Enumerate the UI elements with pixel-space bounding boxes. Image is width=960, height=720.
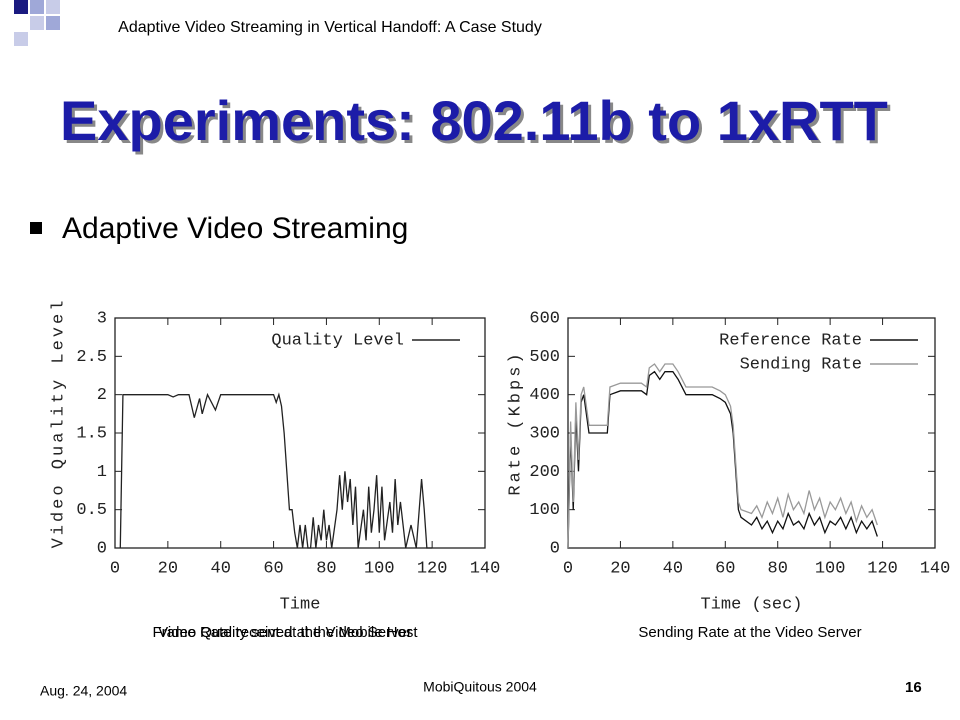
header: Adaptive Video Streaming in Vertical Han…: [118, 19, 542, 36]
y-tick-label: 1.5: [76, 424, 107, 443]
data-line: [567, 370, 878, 549]
header-bar: [60, 14, 940, 44]
chart-caption: Sending Rate at the Video Server: [638, 624, 861, 641]
y-tick-label: 600: [529, 309, 560, 328]
y-tick-label: 0: [97, 539, 107, 558]
x-tick-label: 0: [110, 559, 120, 578]
x-tick-label: 40: [211, 559, 231, 578]
y-tick-label: 500: [529, 348, 560, 367]
y-tick-label: 1: [97, 463, 107, 482]
deco-square: [30, 16, 44, 30]
y-tick-label: 2.5: [76, 348, 107, 367]
x-tick-label: 100: [364, 559, 395, 578]
y-tick-label: 0: [550, 539, 560, 558]
y-tick-label: 2: [97, 386, 107, 405]
x-tick-label: 40: [663, 559, 683, 578]
x-tick-label: 120: [867, 559, 898, 578]
deco-square: [30, 0, 44, 14]
x-tick-label: 60: [715, 559, 735, 578]
x-tick-label: 80: [316, 559, 336, 578]
page-number: 16: [905, 679, 922, 696]
x-tick-label: 140: [920, 559, 951, 578]
deco-square: [14, 32, 28, 46]
footer-conference: MobiQuitous 2004: [423, 679, 537, 695]
plot-frame: [114, 317, 486, 549]
bullet: Adaptive Video Streaming: [62, 212, 408, 245]
x-tick-label: 80: [768, 559, 788, 578]
y-tick-label: 0.5: [76, 501, 107, 520]
title: Experiments: 802.11b to 1xRTT: [60, 89, 888, 152]
data-line: [119, 392, 433, 549]
x-axis-label: Time: [280, 595, 321, 614]
deco-square: [46, 16, 60, 30]
y-axis-label: Video Quality Level: [49, 298, 68, 549]
x-tick-label: 100: [815, 559, 846, 578]
y-tick-label: 3: [97, 309, 107, 328]
y-tick-label: 200: [529, 463, 560, 482]
bullet-marker: [30, 222, 42, 234]
chart-caption: Video Quality sent at the Video Server: [158, 624, 412, 641]
deco-square: [46, 0, 60, 14]
deco-square: [14, 0, 28, 14]
title-shadow: Experiments: 802.11b to 1xRTT: [63, 92, 891, 155]
x-axis-label: Time (sec): [700, 595, 802, 614]
footer-date: Aug. 24, 2004: [40, 683, 127, 699]
y-axis-label: Rate (Kbps): [506, 350, 525, 495]
x-tick-label: 60: [263, 559, 283, 578]
legend-label: Sending Rate: [740, 355, 862, 374]
x-tick-label: 140: [470, 559, 501, 578]
y-tick-label: 100: [529, 501, 560, 520]
y-tick-label: 400: [529, 386, 560, 405]
data-line: [567, 363, 878, 549]
y-tick-label: 300: [529, 424, 560, 443]
x-tick-label: 120: [417, 559, 448, 578]
x-tick-label: 20: [158, 559, 178, 578]
chart-caption: Frame Rate received at the Mobile Host: [152, 624, 418, 641]
legend-label: Reference Rate: [719, 331, 862, 350]
legend-label: Quality Level: [271, 331, 404, 350]
x-tick-label: 20: [610, 559, 630, 578]
x-tick-label: 0: [563, 559, 573, 578]
